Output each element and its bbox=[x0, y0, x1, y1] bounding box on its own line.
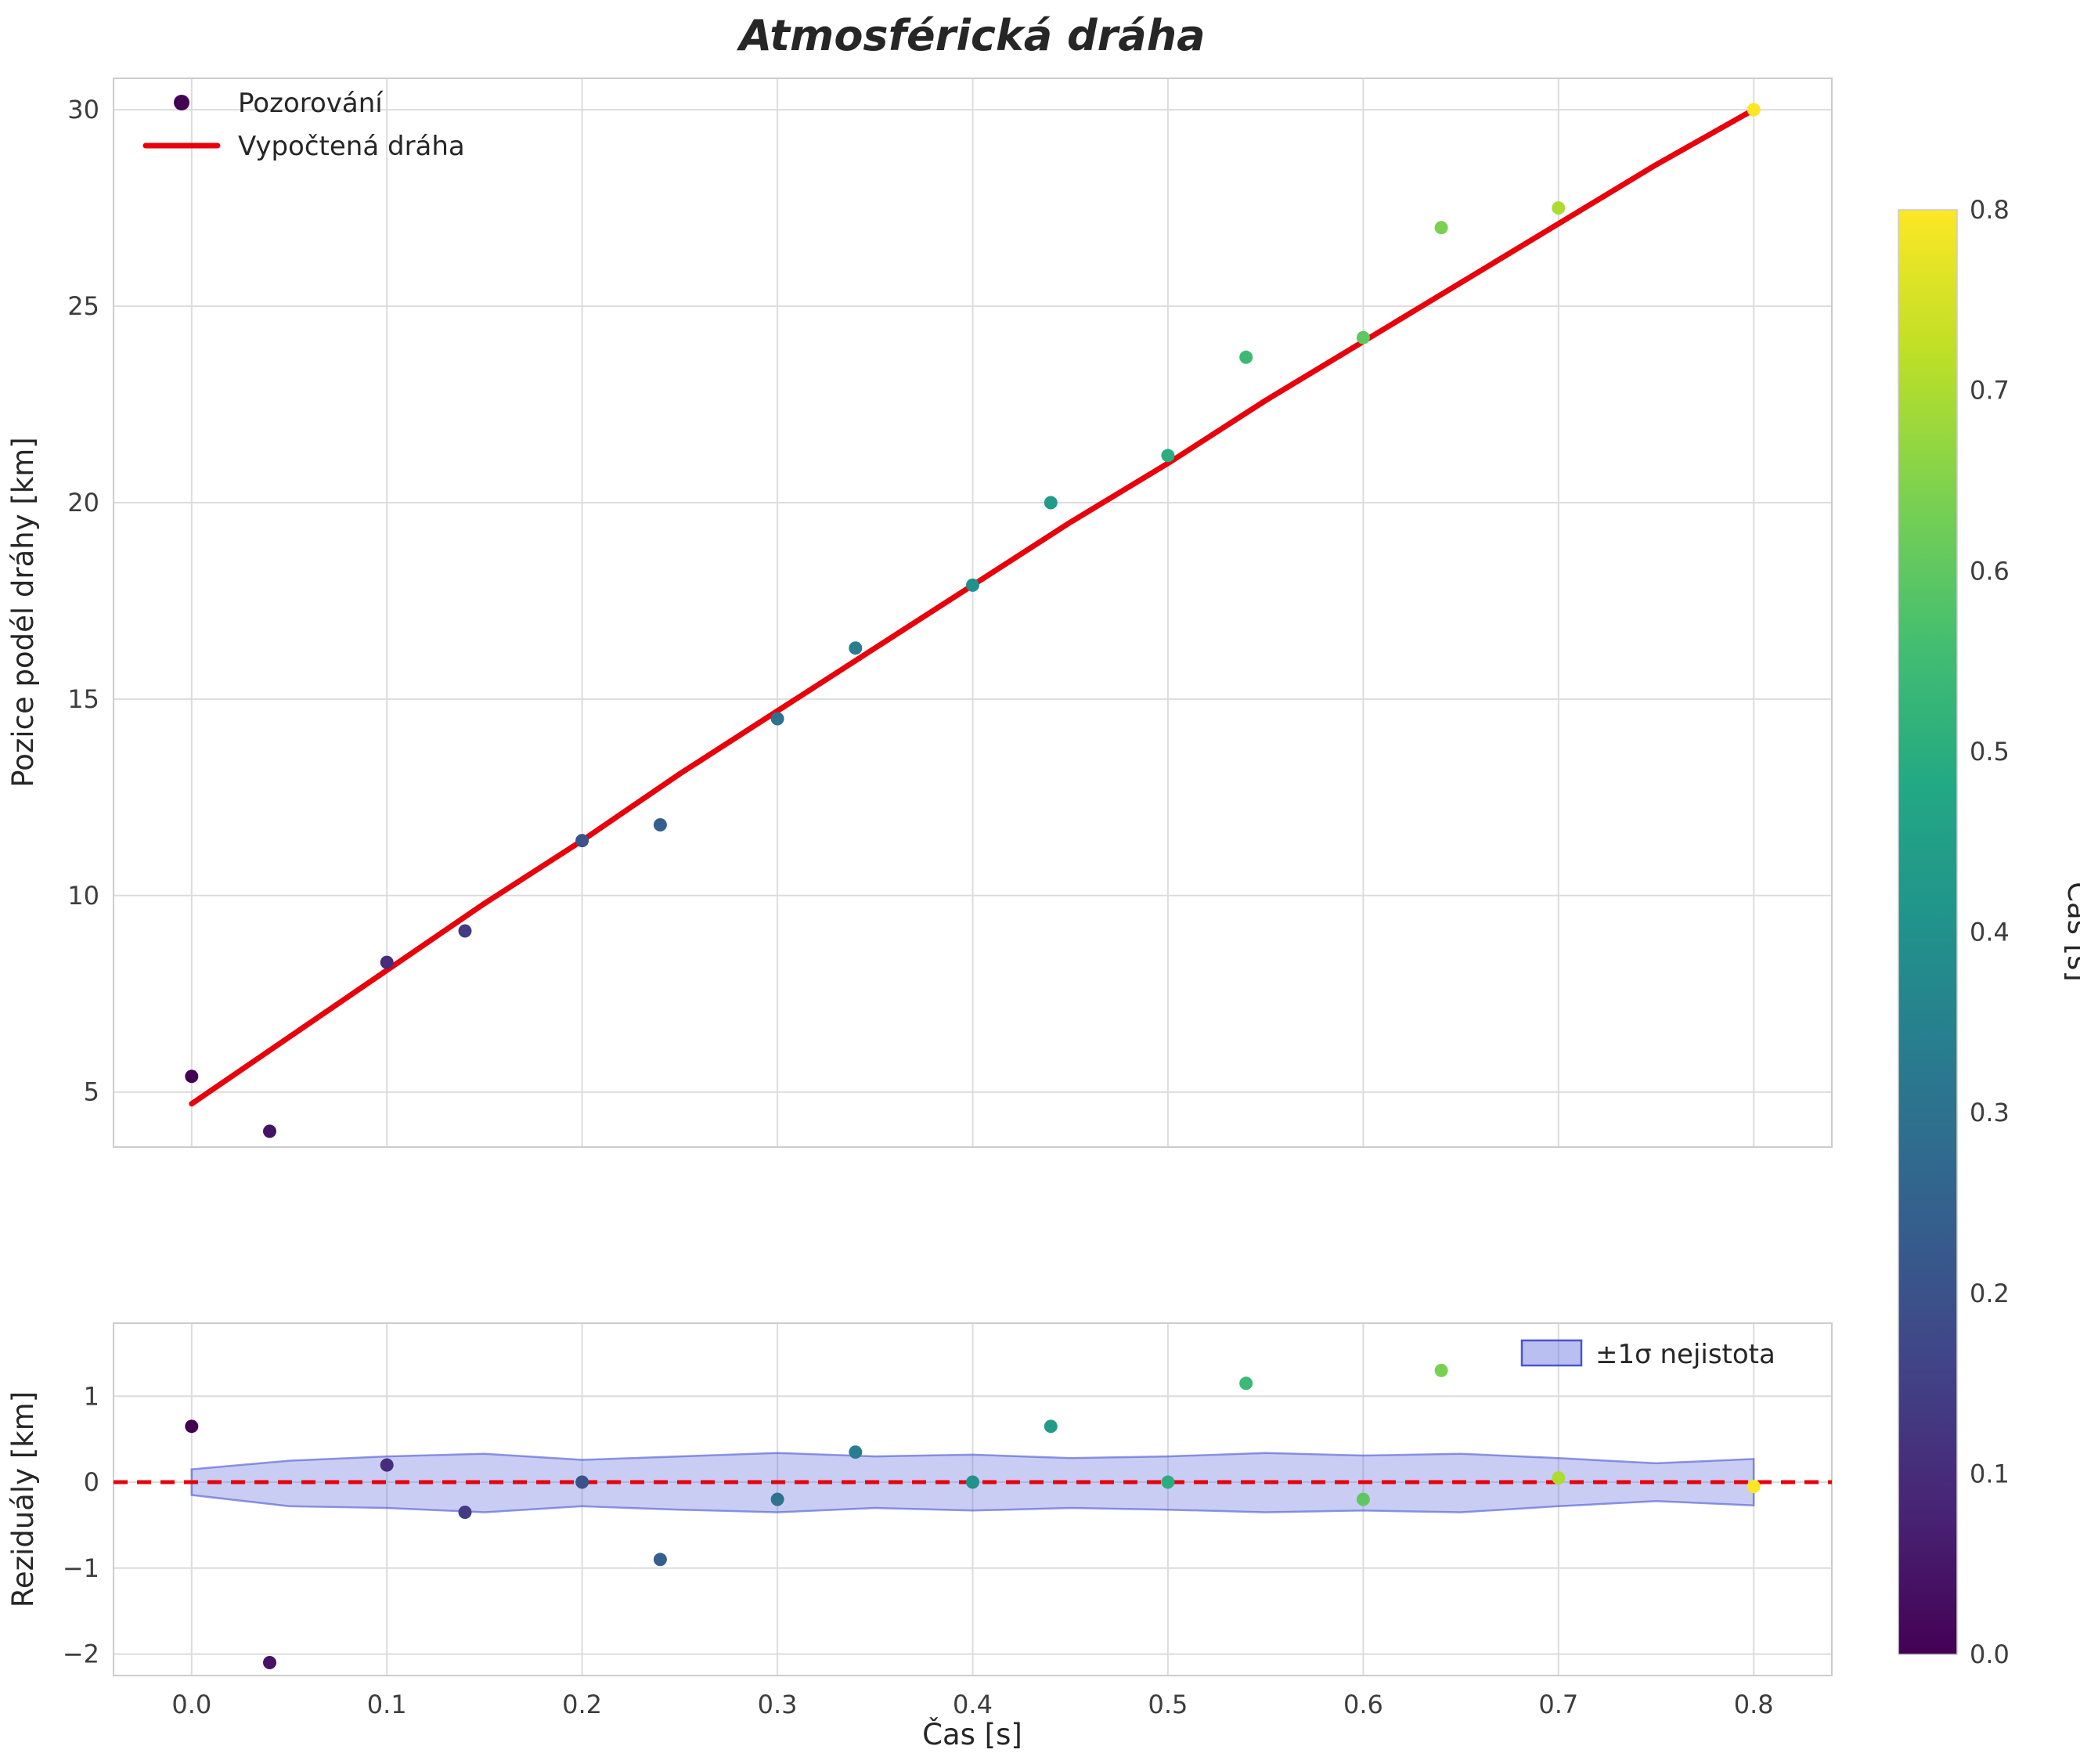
x-tick-label: 0.4 bbox=[953, 1690, 993, 1719]
colorbar-tick-label: 0.4 bbox=[1970, 918, 2010, 947]
residual-point bbox=[185, 1419, 199, 1434]
observation-point bbox=[653, 818, 667, 831]
observation-point bbox=[185, 1070, 199, 1084]
legend-band-marker-icon bbox=[1520, 1339, 1583, 1367]
observation-point bbox=[1161, 449, 1175, 463]
residual-point bbox=[1356, 1492, 1370, 1506]
y-tick-label: 30 bbox=[67, 95, 99, 124]
observation-point bbox=[458, 924, 472, 938]
observation-point bbox=[966, 578, 979, 592]
observation-point bbox=[1434, 221, 1448, 235]
residual-point bbox=[380, 1458, 394, 1472]
residual-point bbox=[1161, 1475, 1175, 1489]
y-tick-label: 5 bbox=[84, 1077, 99, 1107]
residual-point bbox=[263, 1656, 276, 1669]
x-tick-label: 0.0 bbox=[171, 1690, 211, 1719]
plot-border bbox=[113, 78, 1833, 1148]
x-tick-label: 0.1 bbox=[367, 1690, 407, 1719]
observation-point bbox=[263, 1124, 276, 1138]
trajectory-ylabel: Pozice podél dráhy [km] bbox=[6, 437, 40, 787]
residual-point bbox=[1747, 1480, 1761, 1493]
observation-point bbox=[1239, 350, 1253, 364]
x-tick-label: 0.3 bbox=[758, 1690, 798, 1719]
figure-title: Atmosférická dráha bbox=[736, 11, 1205, 60]
residual-point bbox=[849, 1445, 863, 1459]
y-tick-label: −2 bbox=[63, 1640, 99, 1669]
colorbar-tick-label: 0.3 bbox=[1970, 1098, 2010, 1127]
observation-point bbox=[770, 712, 784, 726]
residual-point bbox=[1239, 1376, 1253, 1391]
observation-point bbox=[1747, 103, 1761, 117]
residual-point bbox=[1044, 1419, 1058, 1434]
colorbar-tick-label: 0.0 bbox=[1970, 1640, 2010, 1669]
residual-point bbox=[770, 1492, 784, 1506]
legend-observation-label: Pozorování bbox=[238, 88, 384, 119]
residual-point bbox=[1552, 1471, 1566, 1485]
trajectory-plot: 5 10 15 20 25 30 bbox=[67, 78, 1833, 1148]
colorbar: 0.0 0.1 0.2 0.3 0.4 0.5 0.6 0.7 0.8 bbox=[1898, 195, 2010, 1669]
colorbar-tick-label: 0.7 bbox=[1970, 376, 2010, 406]
y-tick-label: −1 bbox=[63, 1553, 99, 1583]
colorbar-tick-label: 0.6 bbox=[1970, 556, 2010, 586]
observation-point bbox=[1044, 496, 1058, 510]
colorbar-label: Čas [s] bbox=[2061, 882, 2080, 982]
y-tick-label: 15 bbox=[67, 684, 99, 714]
observation-point bbox=[1552, 201, 1566, 215]
colorbar-gradient bbox=[1898, 209, 1958, 1655]
residuals-ylabel: Reziduály [km] bbox=[6, 1391, 40, 1607]
x-tick-label: 0.2 bbox=[562, 1690, 602, 1719]
observation-point bbox=[380, 955, 394, 969]
observation-point bbox=[575, 834, 589, 848]
residual-point bbox=[575, 1475, 589, 1489]
residual-point bbox=[458, 1506, 472, 1519]
residual-point bbox=[1434, 1363, 1448, 1377]
x-tick-label: 0.7 bbox=[1538, 1690, 1578, 1719]
trajectory-legend: Pozorování Vypočtená dráha bbox=[142, 88, 465, 162]
plot-border bbox=[113, 1322, 1833, 1676]
residual-point bbox=[966, 1475, 979, 1489]
y-tick-label: 20 bbox=[67, 488, 99, 518]
observation-point bbox=[1356, 330, 1370, 345]
colorbar-tick-label: 0.1 bbox=[1970, 1459, 2010, 1488]
residuals-legend: ±1σ nejistota bbox=[1520, 1339, 1775, 1370]
colorbar-tick-label: 0.2 bbox=[1970, 1279, 2010, 1308]
legend-fitline-label: Vypočtená dráha bbox=[238, 131, 465, 162]
legend-band-label: ±1σ nejistota bbox=[1595, 1339, 1775, 1370]
y-tick-label: 10 bbox=[67, 881, 99, 911]
x-tick-label: 0.5 bbox=[1148, 1690, 1188, 1719]
x-tick-label: 0.6 bbox=[1343, 1690, 1383, 1719]
y-tick-label: 1 bbox=[84, 1381, 99, 1411]
colorbar-tick-label: 0.5 bbox=[1970, 737, 2010, 767]
y-tick-label: 0 bbox=[84, 1467, 99, 1497]
x-axis-label: Čas [s] bbox=[922, 1717, 1022, 1751]
x-tick-label: 0.8 bbox=[1734, 1690, 1774, 1719]
legend-observation-marker-icon bbox=[174, 95, 189, 110]
residual-point bbox=[653, 1553, 667, 1567]
colorbar-tick-label: 0.8 bbox=[1970, 195, 2010, 225]
observation-point bbox=[849, 641, 863, 655]
y-tick-label: 25 bbox=[67, 291, 99, 321]
residuals-plot: −2 −1 0 1 0.0 0.1 0.2 0.3 0.4 0.5 0.6 0.7 0.8 bbox=[63, 1322, 1833, 1719]
